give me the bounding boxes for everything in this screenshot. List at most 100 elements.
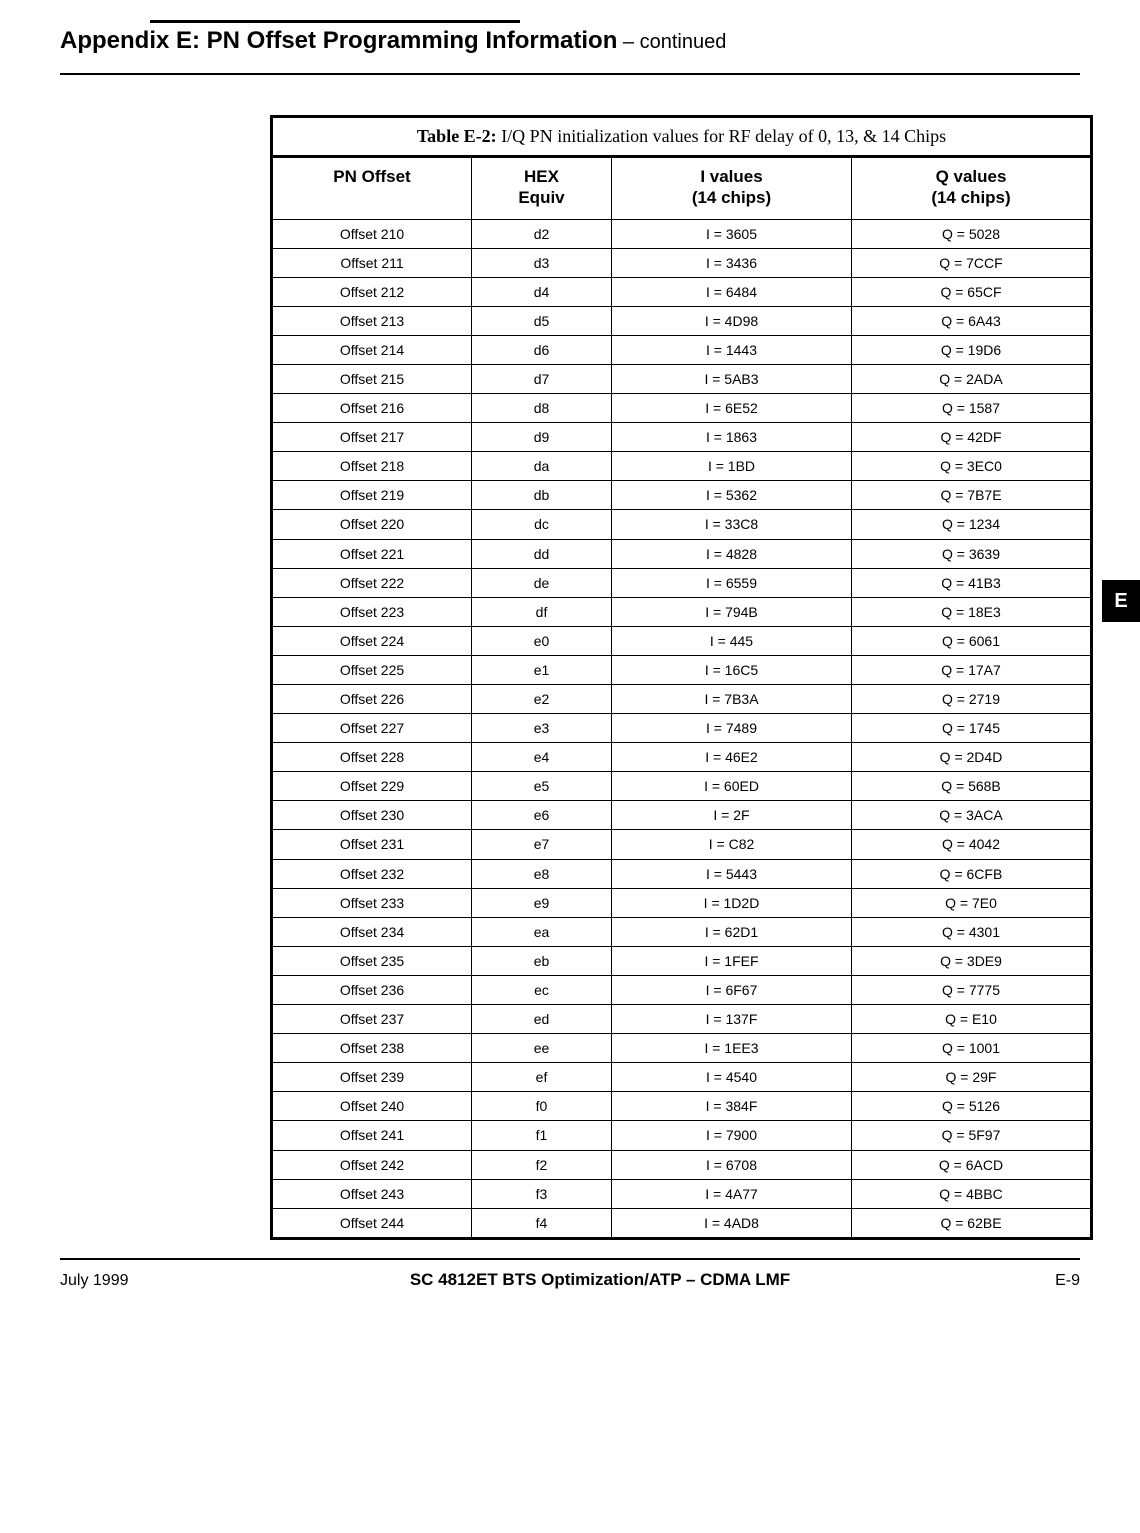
table-cell: I = 1FEF [612,946,852,975]
table-cell: df [472,597,612,626]
table-cell: d3 [472,248,612,277]
table-cell: Offset 222 [272,568,472,597]
col-i-values: I values(14 chips) [612,157,852,220]
table-cell: f3 [472,1179,612,1208]
table-cell: I = 3605 [612,219,852,248]
table-cell: I = 6F67 [612,975,852,1004]
table-cell: d5 [472,306,612,335]
header-rule [60,73,1080,75]
table-cell: I = C82 [612,830,852,859]
table-cell: Q = 41B3 [852,568,1092,597]
table-row: Offset 224e0I = 445Q = 6061 [272,626,1092,655]
table-row: Offset 213d5I = 4D98Q = 6A43 [272,306,1092,335]
col-hex-equiv: HEXEquiv [472,157,612,220]
table-cell: f1 [472,1121,612,1150]
header-suffix: – continued [617,31,726,53]
table-cell: I = 6484 [612,277,852,306]
table-cell: I = 46E2 [612,743,852,772]
table-cell: e0 [472,626,612,655]
table-cell: Q = E10 [852,1005,1092,1034]
table-cell: Q = 19D6 [852,335,1092,364]
table-row: Offset 242f2I = 6708Q = 6ACD [272,1150,1092,1179]
table-cell: Offset 219 [272,481,472,510]
table-row: Offset 237edI = 137FQ = E10 [272,1005,1092,1034]
table-cell: Offset 227 [272,714,472,743]
table-cell: ed [472,1005,612,1034]
table-row: Offset 218daI = 1BDQ = 3EC0 [272,452,1092,481]
table-cell: Q = 3DE9 [852,946,1092,975]
table-cell: Offset 239 [272,1063,472,1092]
table-cell: Offset 221 [272,539,472,568]
table-cell: I = 6708 [612,1150,852,1179]
table-cell: I = 5443 [612,859,852,888]
table-row: Offset 244f4I = 4AD8Q = 62BE [272,1208,1092,1238]
table-cell: Offset 244 [272,1208,472,1238]
table-cell: I = 60ED [612,772,852,801]
table-cell: e4 [472,743,612,772]
pn-offset-table: Table E-2: I/Q PN initialization values … [270,115,1093,1240]
table-cell: I = 6559 [612,568,852,597]
table-row: Offset 222deI = 6559Q = 41B3 [272,568,1092,597]
table-cell: Offset 226 [272,685,472,714]
table-cell: I = 3436 [612,248,852,277]
table-cell: Q = 1587 [852,394,1092,423]
table-cell: d2 [472,219,612,248]
table-cell: e7 [472,830,612,859]
table-cell: d8 [472,394,612,423]
table-cell: I = 7489 [612,714,852,743]
table-cell: Q = 17A7 [852,655,1092,684]
table-cell: Q = 6CFB [852,859,1092,888]
table-caption: Table E-2: I/Q PN initialization values … [270,115,1093,155]
table-row: Offset 231e7I = C82Q = 4042 [272,830,1092,859]
side-tab: E [1102,580,1140,622]
table-cell: Offset 212 [272,277,472,306]
table-cell: Q = 5126 [852,1092,1092,1121]
table-cell: Q = 29F [852,1063,1092,1092]
table-cell: Offset 230 [272,801,472,830]
table-cell: f4 [472,1208,612,1238]
table-cell: Offset 223 [272,597,472,626]
table-cell: Offset 232 [272,859,472,888]
table-cell: Offset 225 [272,655,472,684]
table-cell: Q = 6061 [852,626,1092,655]
table-cell: eb [472,946,612,975]
table-cell: Q = 4301 [852,917,1092,946]
table-row: Offset 221ddI = 4828Q = 3639 [272,539,1092,568]
table-cell: e6 [472,801,612,830]
table-cell: Offset 210 [272,219,472,248]
table-cell: ea [472,917,612,946]
table-row: Offset 240f0I = 384FQ = 5126 [272,1092,1092,1121]
table-cell: e1 [472,655,612,684]
table-row: Offset 230e6I = 2FQ = 3ACA [272,801,1092,830]
table-row: Offset 226e2I = 7B3AQ = 2719 [272,685,1092,714]
table-header-row: PN Offset HEXEquiv I values(14 chips) Q … [272,157,1092,220]
table-cell: I = 1EE3 [612,1034,852,1063]
table-cell: Q = 5028 [852,219,1092,248]
table-cell: Offset 218 [272,452,472,481]
table-cell: I = 384F [612,1092,852,1121]
table-cell: I = 4540 [612,1063,852,1092]
table-cell: ec [472,975,612,1004]
table-row: Offset 210d2I = 3605Q = 5028 [272,219,1092,248]
table-cell: da [472,452,612,481]
table-cell: Offset 237 [272,1005,472,1034]
table-cell: e5 [472,772,612,801]
table-cell: e8 [472,859,612,888]
table-cell: de [472,568,612,597]
table-row: Offset 239efI = 4540Q = 29F [272,1063,1092,1092]
table-cell: I = 7900 [612,1121,852,1150]
table-cell: I = 33C8 [612,510,852,539]
table-cell: Offset 215 [272,364,472,393]
table-cell: Offset 236 [272,975,472,1004]
table-cell: e9 [472,888,612,917]
table-cell: Q = 1234 [852,510,1092,539]
table-cell: Offset 235 [272,946,472,975]
table-cell: Q = 5F97 [852,1121,1092,1150]
table-row: Offset 217d9I = 1863Q = 42DF [272,423,1092,452]
table-cell: Q = 18E3 [852,597,1092,626]
table-cell: Offset 211 [272,248,472,277]
table-cell: Q = 6A43 [852,306,1092,335]
table-cell: Q = 7E0 [852,888,1092,917]
table-cell: Q = 1001 [852,1034,1092,1063]
table-cell: I = 794B [612,597,852,626]
